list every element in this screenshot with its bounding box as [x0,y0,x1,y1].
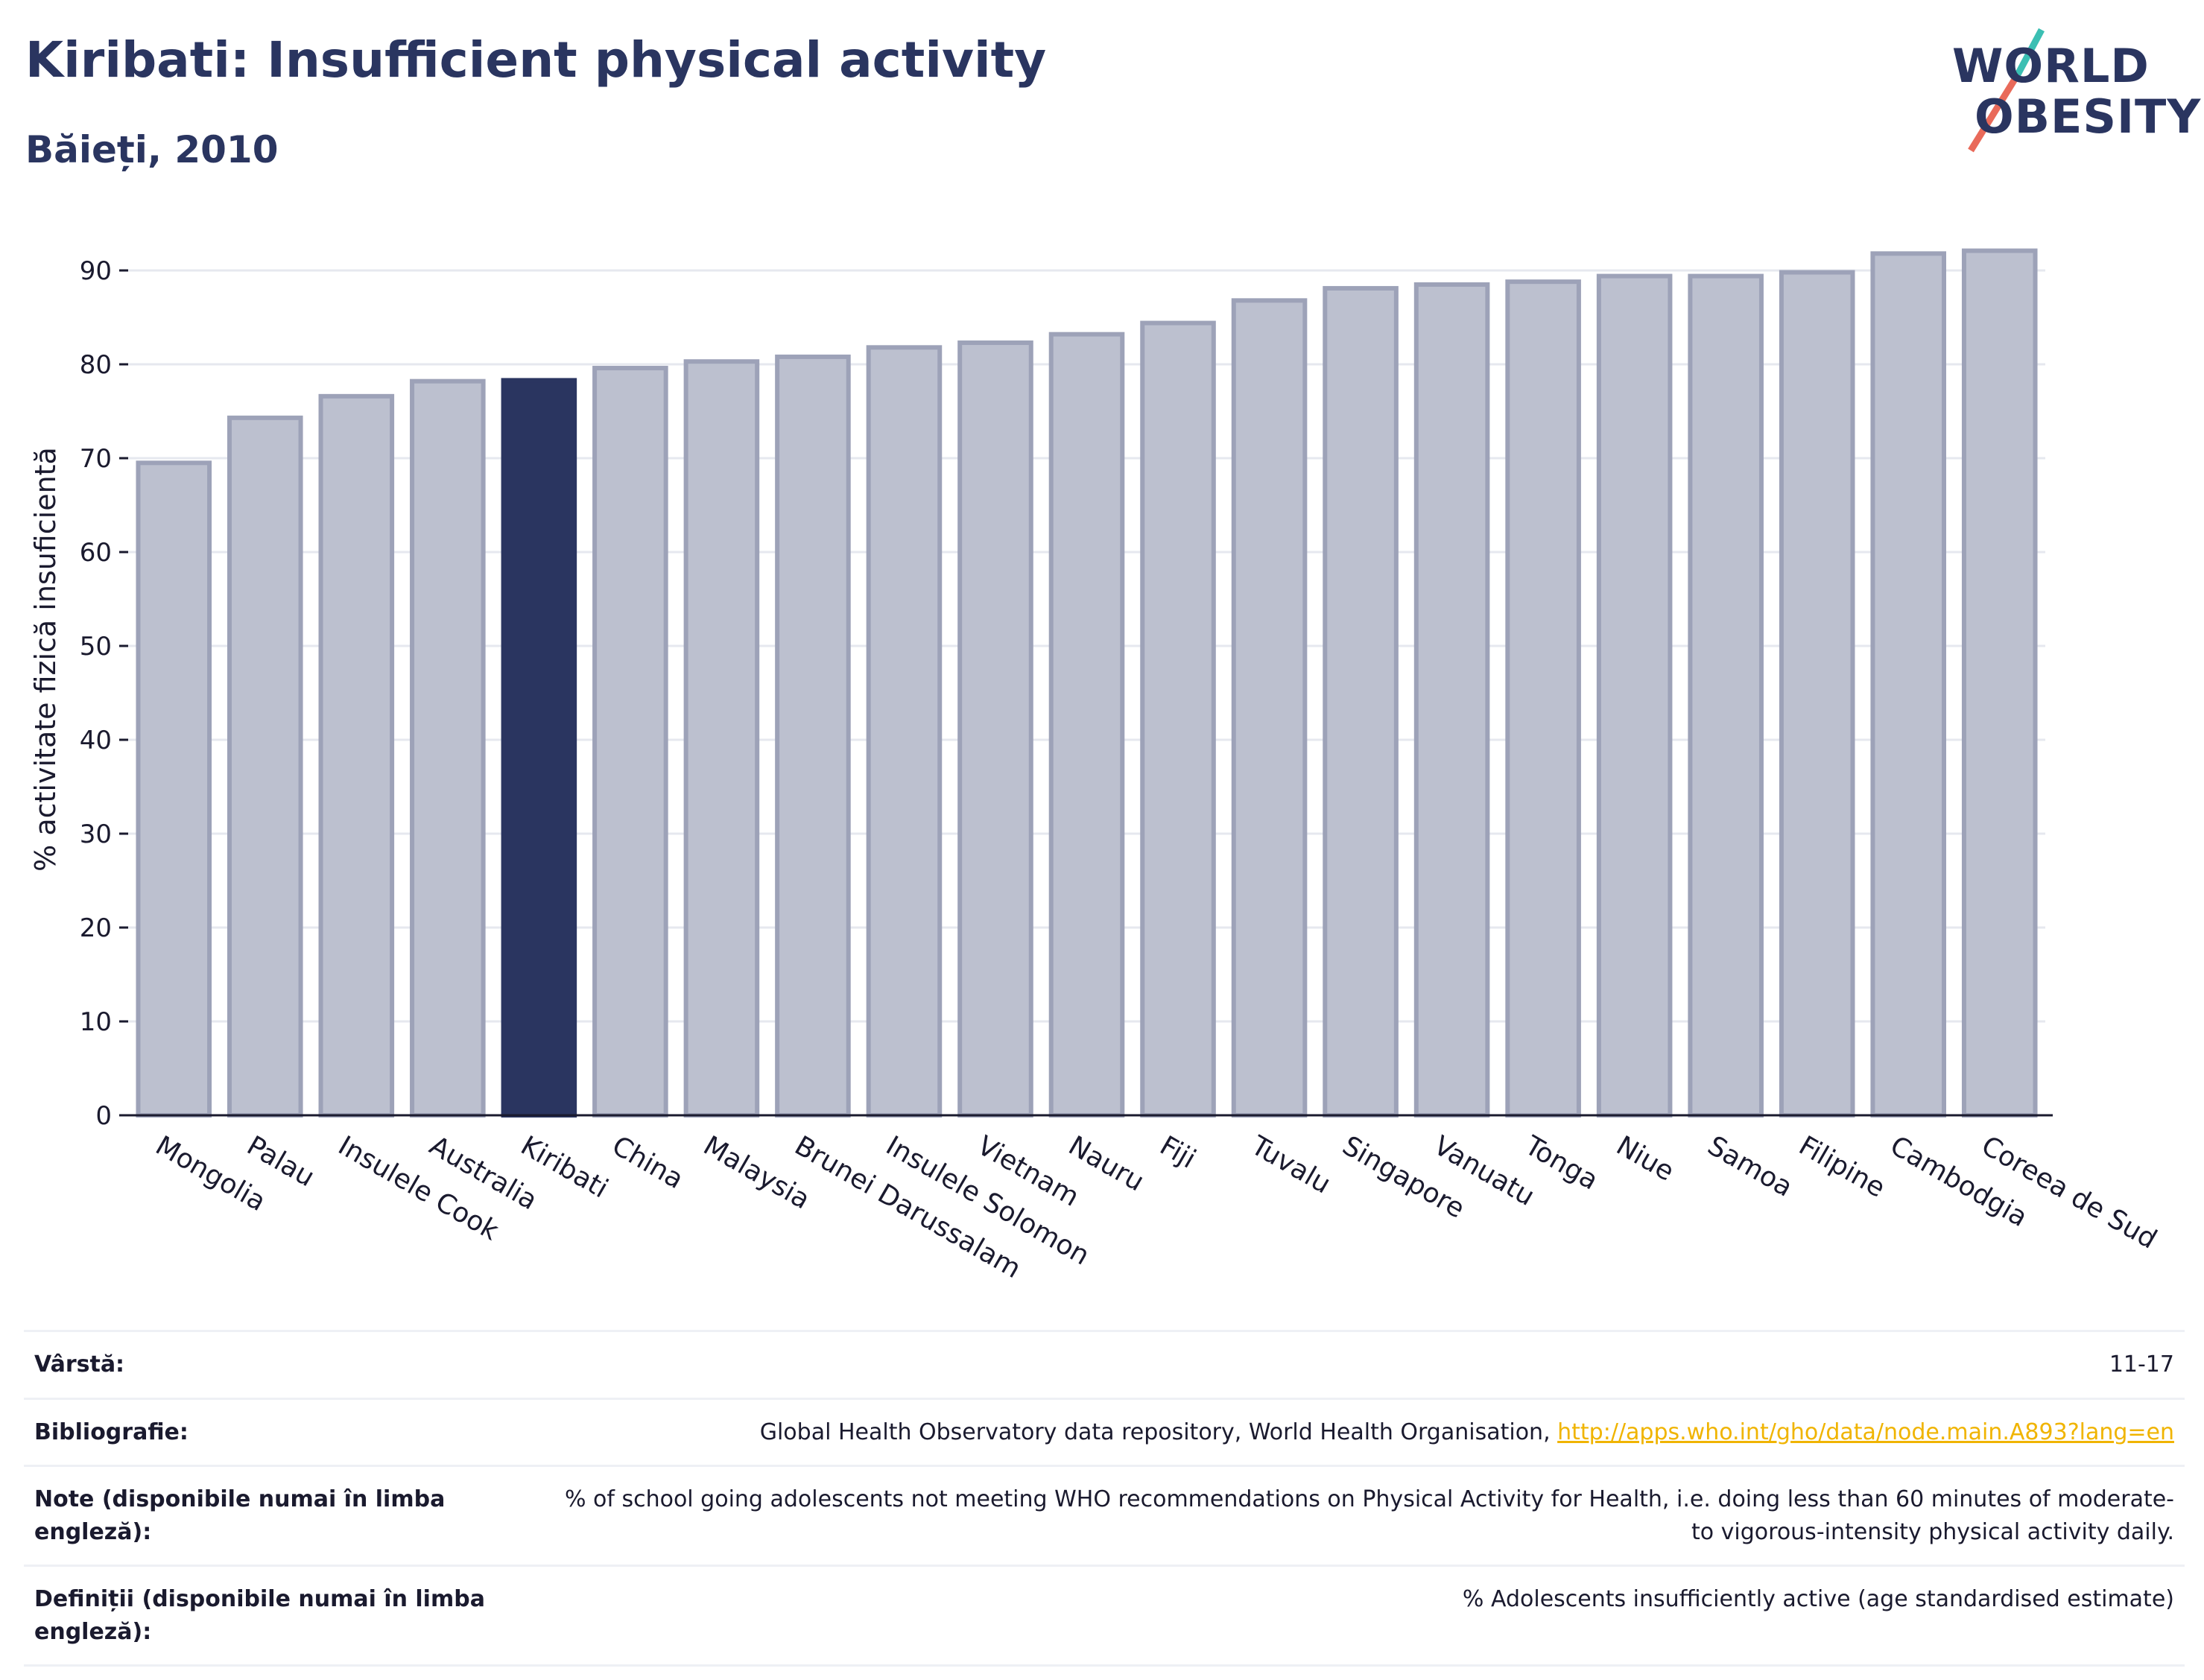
bar-vanuatu [1413,282,1490,1118]
y-tick-labels: 0 10 20 30 40 50 60 70 80 90 [80,256,128,1131]
meta-label: Bibliografie: [24,1397,551,1466]
y-tick-label: 40 [80,726,112,755]
meta-row-bibliography: Bibliografie: Global Health Observatory … [24,1397,2185,1466]
x-tick-label: Samoa [1703,1130,1798,1203]
bar-filipine [1779,270,1855,1118]
x-tick-label: Insulele Cook [333,1130,504,1246]
x-tick-label: Fiji [1155,1130,1201,1175]
y-tick-label: 80 [80,350,112,380]
y-tick-label: 20 [80,913,112,943]
y-tick-label: 50 [80,632,112,662]
y-tick-label: 90 [80,256,112,286]
bar-nauru [1048,332,1125,1118]
meta-value-container: Global Health Observatory data repositor… [551,1397,2185,1466]
chart-subtitle: Băieți, 2010 [25,128,279,171]
bar-brunei-darussalam [775,354,851,1118]
meta-value: % Adolescents insufficiently active (age… [551,1565,2185,1667]
meta-value: 11-17 [551,1330,2185,1398]
meta-label: Definiții (disponibile numai în limba en… [24,1565,551,1667]
y-tick-label: 60 [80,538,112,568]
x-tick-label: Niue [1611,1130,1679,1187]
meta-value: % of school going adolescents not meetin… [551,1465,2185,1566]
bar-samoa [1688,273,1764,1118]
chart-title: Kiribati: Insufficient physical activity [25,31,1047,89]
y-tick-label: 0 [95,1101,112,1131]
bar-singapore [1323,285,1399,1118]
x-tick-label: Filipine [1793,1130,1890,1203]
bar-tonga [1505,279,1581,1118]
bar-insulele-cook [318,393,395,1118]
y-tick-label: 10 [80,1007,112,1037]
bars [136,248,2038,1118]
meta-row-definitions: Definiții (disponibile numai în limba en… [24,1565,2185,1667]
y-tick-label: 70 [80,444,112,474]
bar-niue [1596,273,1673,1118]
meta-row-age: Vârstă: 11-17 [24,1330,2185,1398]
bar-mongolia [136,460,212,1118]
bar-fiji [1140,320,1216,1118]
bar-malaysia [683,359,760,1118]
bar-insulele-solomon [866,345,943,1118]
metadata-table: Vârstă: 11-17 Bibliografie: Global Healt… [24,1330,2185,1667]
y-axis-label: % activitate fizică insuficientă [29,447,62,872]
bar-australia [410,378,486,1118]
bar-cambodgia [1870,251,1946,1118]
bar-kiribati [501,378,577,1118]
x-tick-label: China [607,1130,688,1195]
meta-row-notes: Note (disponibile numai în limba engleză… [24,1465,2185,1566]
logo-line2: OBESITY [1975,89,2202,144]
meta-value: Global Health Observatory data repositor… [759,1419,1558,1445]
bar-palau [227,415,303,1118]
bar-vietnam [957,340,1033,1118]
logo-line1: WORLD [1952,39,2150,93]
x-tick-label: Tuvalu [1245,1130,1335,1200]
logo-slash-icon [1968,28,2045,153]
source-link[interactable]: http://apps.who.int/gho/data/node.main.A… [1557,1419,2174,1445]
y-tick-label: 30 [80,820,112,849]
bar-coreea-de-sud [1961,248,2038,1118]
meta-label: Vârstă: [24,1330,551,1398]
meta-label: Note (disponibile numai în limba engleză… [24,1465,551,1566]
world-obesity-logo: WORLD OBESITY [1937,22,2200,156]
bar-china [592,366,668,1118]
bar-tuvalu [1231,298,1308,1118]
